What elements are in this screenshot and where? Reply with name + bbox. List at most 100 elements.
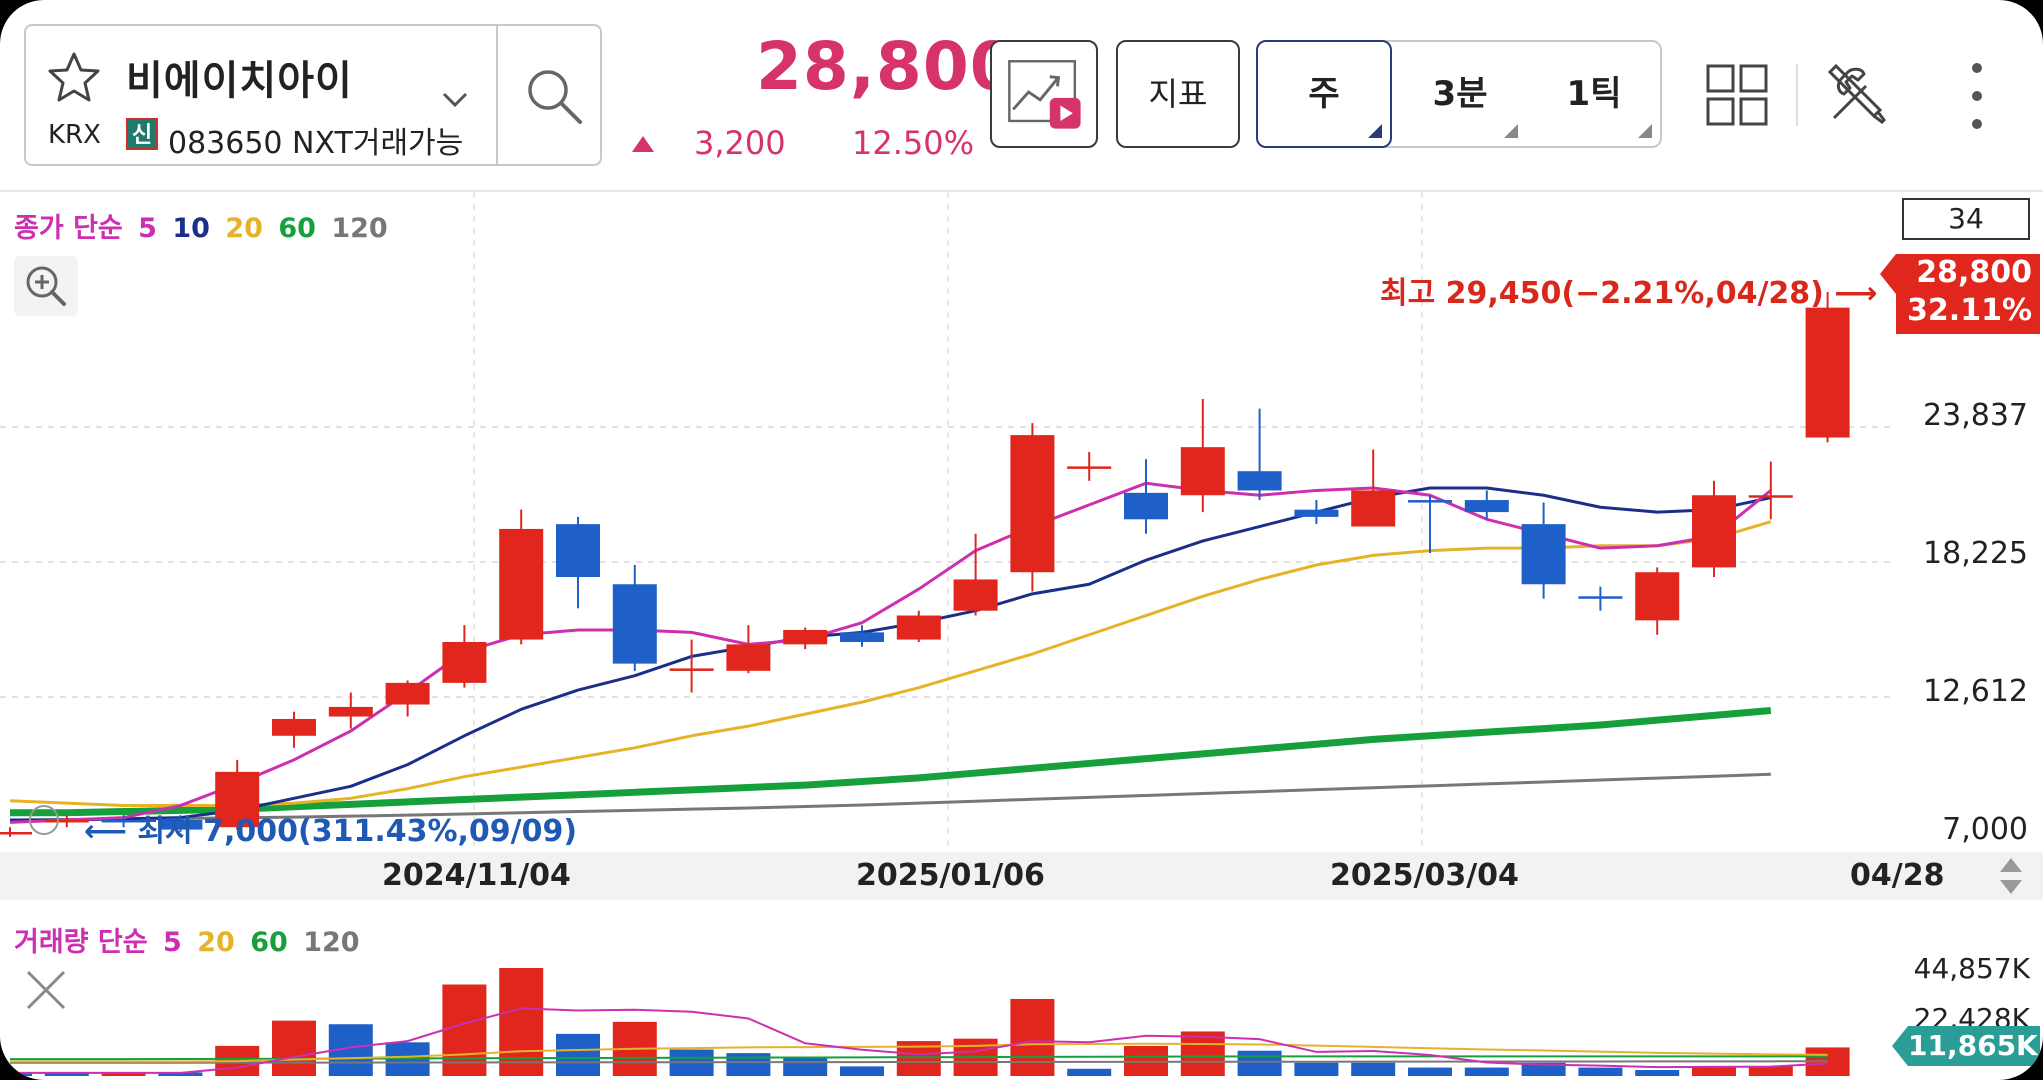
up-arrow-icon [632, 136, 654, 152]
candle-body [1237, 471, 1282, 491]
candle-body [1805, 307, 1850, 438]
period-3min-button[interactable]: 3분 [1394, 42, 1526, 146]
search-button[interactable] [500, 26, 600, 164]
volume-bar [1180, 1031, 1225, 1076]
current-price: 28,800 [756, 28, 1017, 105]
candle-body [1067, 466, 1112, 469]
period-week-button[interactable]: 주 [1256, 40, 1392, 148]
volume-legend[interactable]: 거래량 단순 5 20 60 120 [14, 920, 366, 959]
period-3min-label: 3분 [1432, 74, 1488, 114]
volume-bar [1067, 1068, 1112, 1076]
period-1tick-label: 1틱 [1566, 74, 1622, 114]
high-annotation: 최고 29,450(−2.21%,04/28) ⟶ [1380, 276, 1878, 311]
stock-selector[interactable]: 비에이치아이 KRX 신 083650 NXT거래가능 [24, 24, 602, 166]
ma120-legend: 120 [331, 213, 388, 244]
y-tick-label: 23,837 [1923, 398, 2028, 433]
x-axis-label: 04/28 [1850, 858, 1945, 893]
vol-ma60-legend: 60 [250, 927, 288, 958]
candle-body [726, 644, 771, 671]
volume-bar [1464, 1067, 1509, 1076]
candle-body [1351, 490, 1396, 527]
x-axis[interactable] [0, 852, 2043, 900]
ma20-line [9, 520, 1772, 808]
y-tick-label: 7,000 [1942, 812, 2028, 847]
vol-ma5-legend: 5 [163, 927, 182, 958]
low-annotation: ⟵ 최저 7,000(311.43%,09/09) [84, 814, 578, 849]
chevron-down-icon[interactable] [440, 84, 470, 114]
candle-body [612, 584, 657, 664]
volume-bar [1578, 1067, 1623, 1076]
ma60-line [10, 707, 1772, 817]
candle-body [272, 718, 316, 736]
stock-name[interactable]: 비에이치아이 [126, 58, 353, 104]
candle-body [953, 579, 998, 611]
candle-body [1748, 495, 1793, 498]
candle-body [158, 819, 203, 830]
price-change-pct: 12.50% [852, 124, 975, 162]
volume-bar [272, 1020, 316, 1076]
last-price-pct: 32.11% [1907, 293, 2032, 328]
price-chart[interactable] [0, 192, 2043, 852]
volume-bar [1692, 1066, 1736, 1076]
more-icon[interactable] [1962, 60, 1992, 132]
ma10-legend: 10 [172, 213, 210, 244]
candle-body [783, 629, 828, 645]
volume-bar [1635, 1069, 1680, 1076]
volume-bar [556, 1033, 600, 1076]
period-week-label: 주 [1308, 74, 1340, 114]
volume-bar [840, 1066, 884, 1076]
zoom-icon [26, 266, 66, 306]
market-label: KRX [48, 120, 101, 150]
volume-bar [1294, 1062, 1339, 1076]
candle-body [1180, 447, 1225, 496]
price-change: 3,200 [694, 124, 786, 162]
ma-legend[interactable]: 종가 단순 5 10 20 60 120 [14, 206, 394, 245]
volume-bar [783, 1057, 828, 1076]
candle-body [669, 668, 714, 671]
corner-triangle-icon [1504, 124, 1518, 138]
stock-code: 083650 NXT거래가능 [168, 126, 464, 161]
candle-count-box[interactable]: 34 [1902, 198, 2030, 240]
candle-body [0, 832, 32, 835]
volume-bar [0, 1073, 32, 1076]
corner-triangle-icon [1368, 124, 1382, 138]
ma20-legend: 20 [225, 213, 263, 244]
x-axis-label: 2025/03/04 [1330, 858, 1519, 893]
volume-chart[interactable] [0, 900, 2043, 1080]
last-price-value: 28,800 [1916, 255, 2032, 290]
layout-grid-icon[interactable] [1706, 64, 1768, 126]
vol-ma20-legend: 20 [197, 927, 235, 958]
zoom-button[interactable] [14, 256, 78, 316]
corner-triangle-icon [1638, 124, 1652, 138]
candle-body [499, 528, 544, 640]
credit-badge: 신 [126, 118, 158, 150]
x-axis-label: 2024/11/04 [382, 858, 571, 893]
star-icon[interactable] [44, 48, 104, 108]
candle-body [215, 771, 260, 828]
chart-video-button[interactable] [990, 40, 1098, 148]
ma10-line [10, 486, 1772, 822]
volume-bar [442, 984, 487, 1076]
indicator-button[interactable]: 지표 [1116, 40, 1240, 148]
y-tick-label: 12,612 [1923, 674, 2028, 709]
vol-ma20-line [10, 1042, 1828, 1063]
period-1tick-button[interactable]: 1틱 [1528, 42, 1660, 146]
volume-bar [1748, 1066, 1793, 1076]
ma5-legend: 5 [138, 213, 157, 244]
volume-bar [44, 1073, 89, 1076]
candle-body [1692, 495, 1736, 568]
last-volume-tag: 11,865K [1892, 1026, 2040, 1066]
volume-bar [1521, 1062, 1566, 1076]
scroll-arrows-icon[interactable] [1996, 852, 2026, 900]
candle-body [840, 632, 884, 642]
ma-legend-label: 종가 단순 [14, 213, 123, 244]
tools-icon[interactable] [1822, 60, 1892, 130]
x-axis-label: 2025/01/06 [856, 858, 1045, 893]
candle-body [1578, 596, 1623, 599]
divider [1796, 64, 1798, 126]
volume-bar [1010, 998, 1055, 1076]
close-icon[interactable] [20, 964, 72, 1016]
vol-ma120-line [10, 1060, 1828, 1064]
candle-body [556, 524, 600, 578]
